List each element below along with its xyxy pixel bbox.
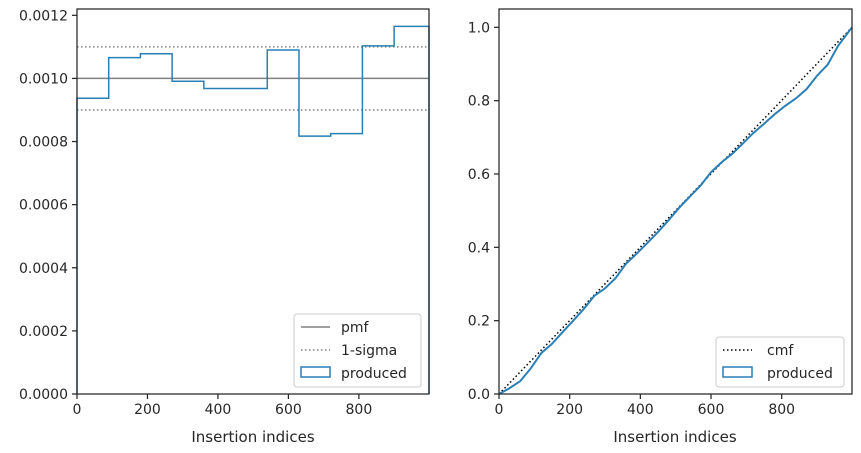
y-tick-label: 0.0 bbox=[468, 387, 490, 403]
y-tick-label: 0.0002 bbox=[19, 324, 68, 340]
x-tick-label: 600 bbox=[698, 402, 725, 418]
x-tick-label: 800 bbox=[768, 402, 795, 418]
plot-frame bbox=[498, 8, 853, 395]
y-tick-label: 0.6 bbox=[468, 167, 490, 183]
cumulative-chart: 0 200 400 600 800 0.0 0.2 0.4 0.6 0.8 1.0 Inserti… bbox=[468, 8, 853, 446]
produced-cumulative-line bbox=[498, 26, 853, 395]
legend-cmf-label: cmf bbox=[767, 343, 794, 359]
x-tick-label: 600 bbox=[275, 402, 302, 418]
x-tick-label: 0 bbox=[495, 402, 504, 418]
x-tick-label: 200 bbox=[556, 402, 583, 418]
y-tick-label: 0.0008 bbox=[19, 135, 68, 151]
produced-series bbox=[76, 25, 430, 394]
y-tick-label: 0.0012 bbox=[19, 8, 68, 24]
legend: pmf 1-sigma produced bbox=[293, 313, 422, 388]
y-tick-label: 0.0006 bbox=[19, 198, 68, 214]
y-tick-label: 0.0010 bbox=[19, 71, 68, 87]
cumulative-series bbox=[498, 26, 853, 395]
x-tick-label: 400 bbox=[205, 402, 232, 418]
x-axis-label: Insertion indices bbox=[191, 428, 314, 446]
y-tick-label: 0.0000 bbox=[19, 387, 68, 403]
legend-produced-swatch bbox=[722, 366, 753, 378]
y-tick-label: 0.4 bbox=[468, 240, 490, 256]
x-tick-label: 400 bbox=[627, 402, 654, 418]
legend-box bbox=[293, 313, 422, 388]
x-tick-label: 200 bbox=[134, 402, 161, 418]
x-tick-label: 800 bbox=[346, 402, 373, 418]
cmf-line bbox=[498, 26, 853, 395]
x-axis-ticks: 0 200 400 600 800 bbox=[73, 394, 373, 418]
x-axis-label: Insertion indices bbox=[613, 428, 736, 446]
legend-pmf-label: pmf bbox=[341, 320, 370, 336]
x-axis-ticks: 0 200 400 600 800 bbox=[495, 394, 795, 418]
reference-lines bbox=[77, 46, 429, 111]
legend-produced-swatch bbox=[300, 366, 331, 378]
legend: cmf produced bbox=[715, 336, 845, 388]
y-tick-label: 0.2 bbox=[468, 314, 490, 330]
histogram-chart: 0 200 400 600 800 0.00000.00020.00040.00060.… bbox=[19, 8, 430, 446]
legend-sigma-label: 1-sigma bbox=[341, 343, 397, 359]
legend-produced-label: produced bbox=[341, 366, 407, 382]
y-tick-label: 0.8 bbox=[468, 94, 490, 110]
x-tick-label: 0 bbox=[73, 402, 82, 418]
plot-frame bbox=[76, 8, 430, 395]
y-tick-label: 1.0 bbox=[468, 20, 490, 36]
legend-produced-label: produced bbox=[767, 366, 833, 382]
produced-step-line bbox=[76, 25, 430, 394]
y-axis-ticks: 0.0 0.2 0.4 0.6 0.8 1.0 bbox=[468, 20, 499, 403]
y-axis-ticks: 0.0000 0.0002 0.0004 0.0006 0.0008 0.0010 0.00… bbox=[19, 8, 77, 403]
y-tick-label: 0.0004 bbox=[19, 261, 68, 277]
